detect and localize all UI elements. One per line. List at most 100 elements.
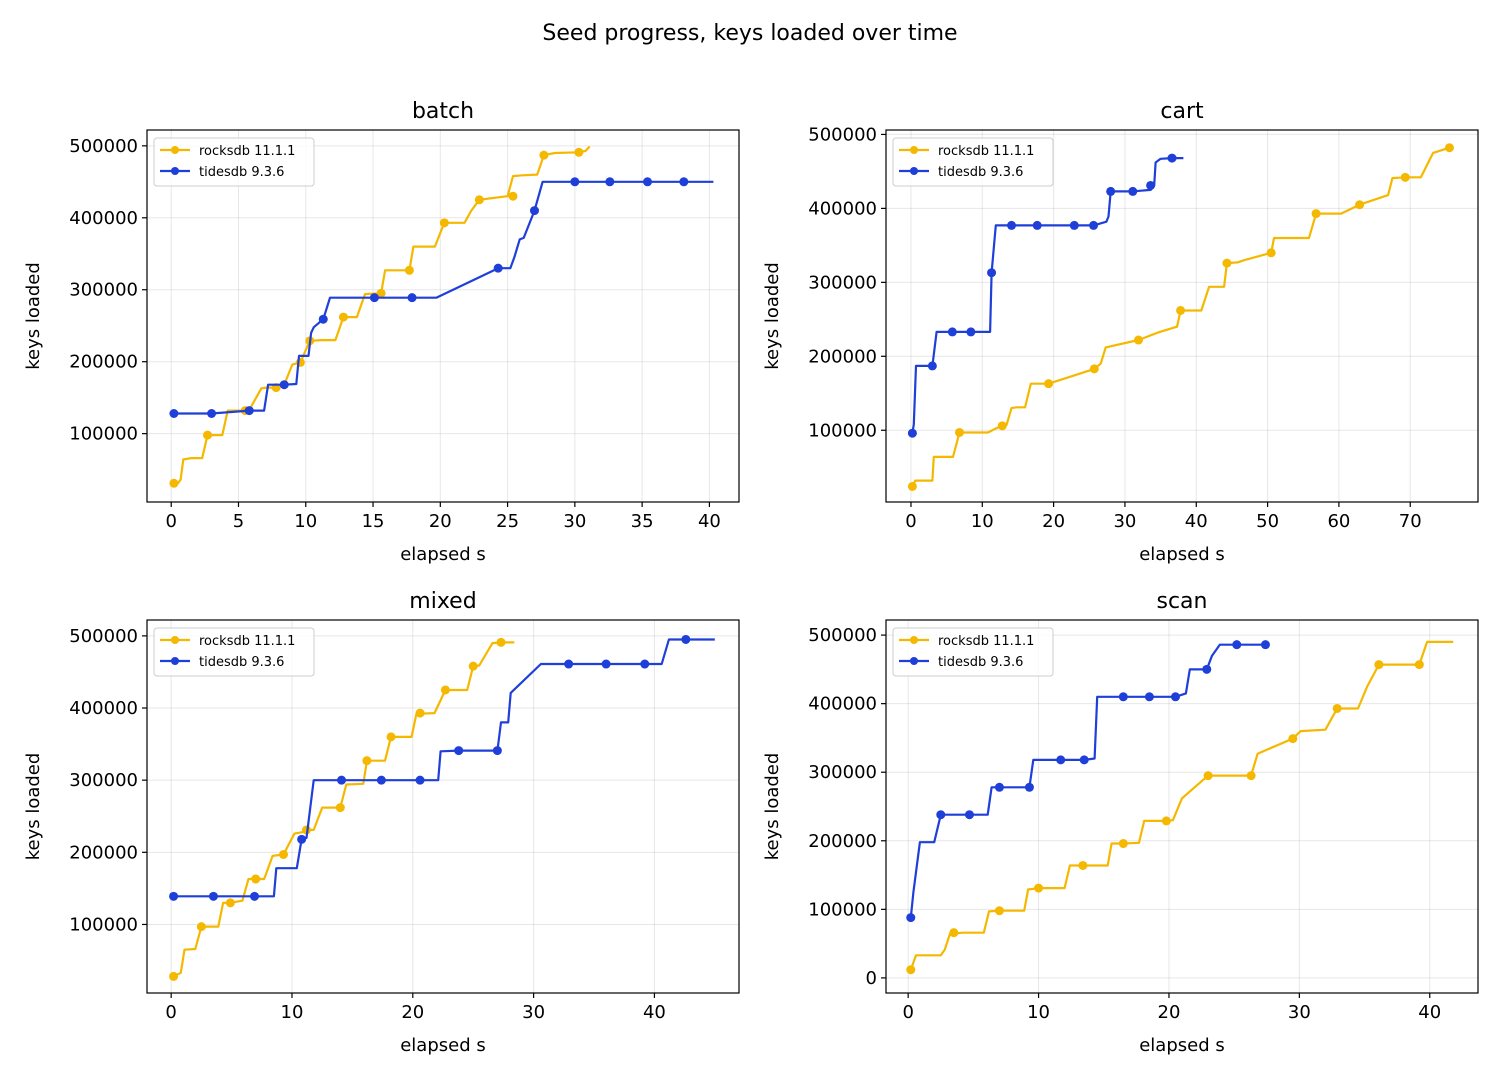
data-point — [1222, 258, 1232, 268]
y-tick-label: 100000 — [808, 420, 877, 441]
series-line-0 — [173, 145, 591, 485]
data-point — [601, 659, 611, 669]
legend: rocksdb 11.1.1 tidesdb 9.3.6 — [892, 137, 1054, 187]
legend-label: rocksdb 11.1.1 — [199, 144, 295, 159]
legend-box — [892, 137, 1054, 187]
data-point — [1176, 305, 1186, 315]
series-group — [906, 640, 1454, 975]
data-point — [1032, 220, 1042, 230]
x-tick-label: 20 — [1042, 511, 1065, 532]
data-point — [605, 177, 615, 187]
x-tick-label: 50 — [1256, 511, 1279, 532]
plot-frame — [885, 619, 1479, 994]
x-tick-label: 20 — [401, 1002, 424, 1023]
data-point — [1232, 640, 1242, 650]
data-point — [1079, 755, 1089, 765]
y-tick-label: 500000 — [69, 626, 138, 647]
data-point — [250, 891, 260, 901]
data-point — [415, 708, 425, 718]
data-point — [1034, 883, 1044, 893]
data-point — [169, 478, 179, 488]
panel-title: cart — [1160, 99, 1204, 124]
series-line-0 — [909, 640, 1454, 971]
y-tick-label: 500000 — [808, 625, 877, 646]
data-point — [906, 913, 916, 923]
data-point — [439, 218, 449, 228]
series-line-1 — [911, 157, 1184, 434]
data-point — [1056, 755, 1066, 765]
data-point — [1355, 200, 1365, 210]
legend-swatch-marker — [910, 657, 918, 665]
y-tick-label: 500000 — [808, 124, 877, 145]
data-point — [1024, 782, 1034, 792]
data-point — [936, 810, 946, 820]
legend-label: tidesdb 9.3.6 — [938, 655, 1023, 670]
data-point — [493, 263, 503, 273]
data-point — [1144, 692, 1154, 702]
data-point — [1118, 692, 1128, 702]
series-line-1 — [173, 638, 715, 898]
data-point — [1167, 153, 1177, 163]
data-point — [1202, 664, 1212, 674]
x-tick-label: 30 — [563, 511, 586, 532]
data-point — [1146, 180, 1156, 190]
data-point — [279, 849, 289, 859]
legend-box — [153, 137, 315, 187]
x-tick-label: 10 — [1027, 1002, 1050, 1023]
y-tick-label: 300000 — [69, 280, 138, 301]
data-point — [564, 659, 574, 669]
x-tick-label: 30 — [522, 1002, 545, 1023]
data-point — [1128, 186, 1138, 196]
y-tick-label: 300000 — [69, 770, 138, 791]
legend-label: tidesdb 9.3.6 — [938, 165, 1023, 180]
y-tick-label: 300000 — [808, 272, 877, 293]
data-point — [1288, 734, 1298, 744]
y-tick-label: 100000 — [69, 424, 138, 445]
data-point — [203, 430, 213, 440]
legend-swatch-marker — [910, 636, 918, 644]
data-point — [474, 195, 484, 205]
data-point — [1044, 379, 1054, 389]
x-tick-label: 35 — [631, 511, 654, 532]
data-point — [1266, 248, 1276, 258]
data-point — [1311, 209, 1321, 219]
data-point — [907, 428, 917, 438]
data-point — [1170, 692, 1180, 702]
legend-swatch-marker — [171, 657, 179, 665]
data-point — [947, 327, 957, 337]
data-point — [496, 637, 506, 647]
data-point — [454, 746, 464, 756]
legend: rocksdb 11.1.1 tidesdb 9.3.6 — [153, 627, 315, 677]
y-tick-label: 300000 — [808, 762, 877, 783]
series-line-0 — [173, 641, 515, 978]
panel-mixed: 0 10 20 30 40 100000 200000 300000 400000 500000 m… — [23, 589, 740, 1056]
panel-batch: 0 5 10 15 20 25 30 35 40 100000 200000 300000 400000… — [23, 99, 740, 565]
y-tick-label: 100000 — [808, 899, 877, 920]
data-point — [1414, 660, 1424, 670]
data-point — [994, 782, 1004, 792]
data-point — [927, 361, 937, 371]
x-tick-label: 70 — [1399, 511, 1422, 532]
data-point — [681, 634, 691, 644]
data-point — [949, 928, 959, 938]
x-axis-label: elapsed s — [1139, 1035, 1225, 1056]
y-tick-label: 200000 — [69, 352, 138, 373]
y-tick-label: 400000 — [808, 198, 877, 219]
panel-scan: 0 10 20 30 40 0 100000 200000 300000 400000 500000… — [762, 589, 1479, 1056]
x-tick-label: 5 — [233, 511, 244, 532]
panel-cart: 0 10 20 30 40 50 60 70 100000 200000 300000 400000 5… — [762, 99, 1479, 565]
data-point — [640, 659, 650, 669]
y-axis-label: keys loaded — [762, 753, 783, 861]
x-tick-label: 25 — [496, 511, 519, 532]
data-point — [1161, 816, 1171, 826]
y-tick-label: 400000 — [69, 208, 138, 229]
x-tick-label: 0 — [165, 1002, 176, 1023]
x-tick-label: 20 — [429, 511, 452, 532]
figure-title: Seed progress, keys loaded over time — [542, 21, 957, 46]
data-point — [987, 268, 997, 278]
legend-swatch-marker — [171, 636, 179, 644]
plot-frame — [146, 619, 740, 994]
legend-box — [153, 627, 315, 677]
x-tick-label: 15 — [362, 511, 385, 532]
data-point — [369, 293, 379, 303]
